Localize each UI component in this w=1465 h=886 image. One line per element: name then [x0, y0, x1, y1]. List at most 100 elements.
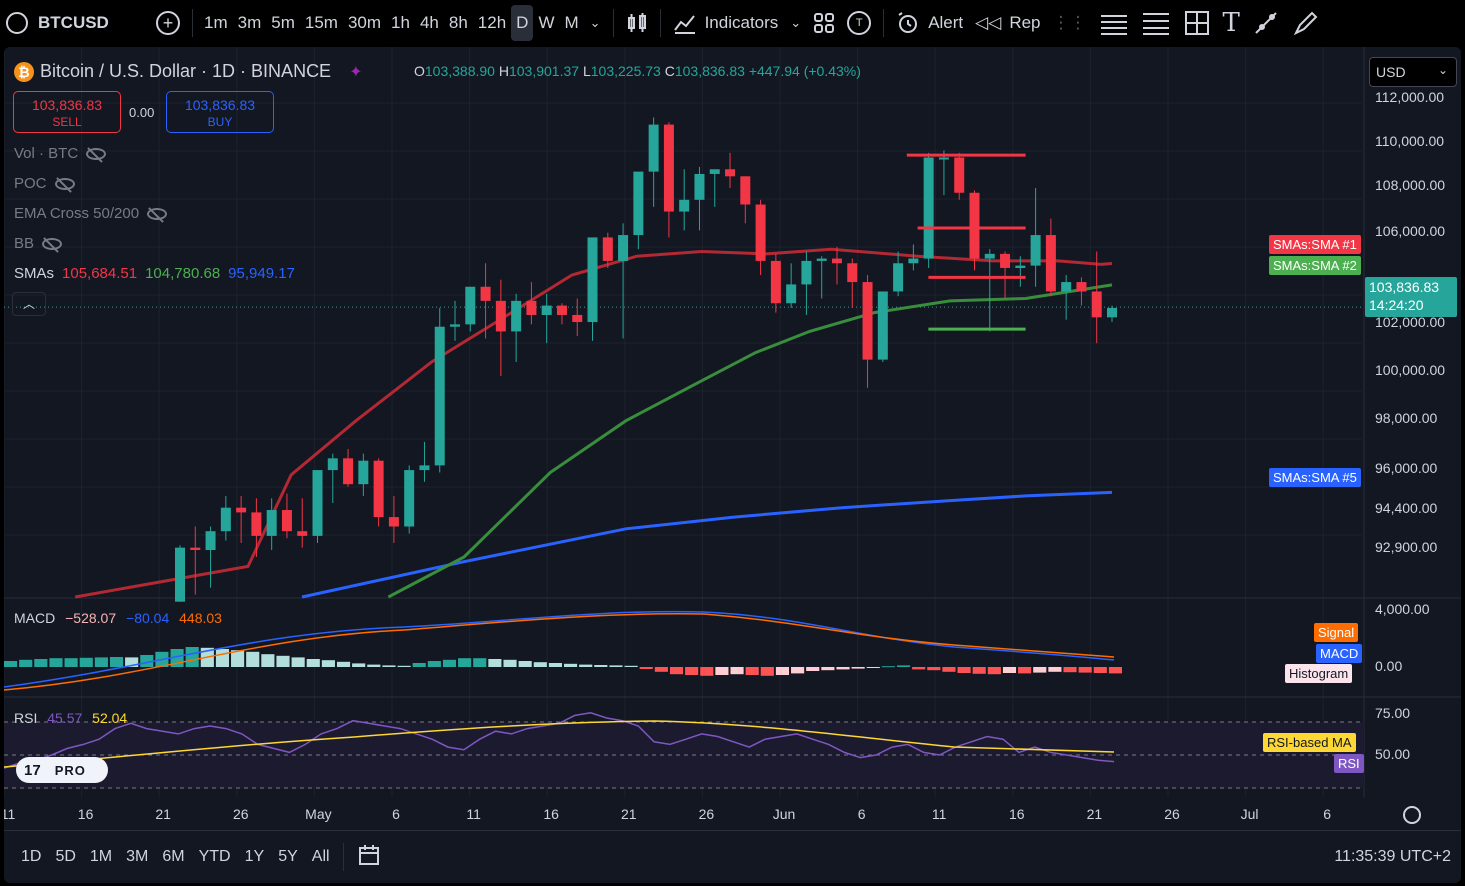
- range-5d[interactable]: 5D: [55, 848, 76, 865]
- candle-body: [541, 305, 552, 315]
- high-label: H: [498, 63, 509, 79]
- symbol-legend[interactable]: ₿ Bitcoin / U.S. Dollar · 1D · BINANCE ✦: [14, 61, 362, 82]
- range-6m[interactable]: 6M: [162, 848, 185, 865]
- eye-off-icon[interactable]: [54, 177, 75, 190]
- range-5y[interactable]: 5Y: [278, 848, 298, 865]
- brush-tool[interactable]: [1286, 5, 1326, 41]
- candle-body: [847, 263, 858, 283]
- candle-body: [312, 470, 323, 536]
- open-label: O: [414, 63, 425, 79]
- range-1d[interactable]: 1D: [21, 848, 42, 865]
- candle-body: [908, 258, 919, 264]
- templates-button[interactable]: T: [841, 5, 877, 41]
- chart-area[interactable]: ₿ Bitcoin / U.S. Dollar · 1D · BINANCE ✦…: [4, 47, 1461, 883]
- interval-dropdown-button[interactable]: ⌄: [584, 5, 607, 41]
- layouts-button[interactable]: [807, 5, 841, 41]
- macd-histogram-bar: [957, 667, 971, 673]
- interval-4h[interactable]: 4h: [419, 13, 439, 32]
- bar-countdown: 14:24:20: [1369, 297, 1424, 313]
- date-range-button[interactable]: [350, 844, 390, 871]
- interval-5m[interactable]: 5m: [271, 13, 295, 32]
- compare-button[interactable]: +: [150, 5, 186, 41]
- last-price-value: 103,836.83: [1369, 279, 1440, 295]
- currency-select[interactable]: USD ⌄: [1369, 57, 1457, 87]
- candle-body: [694, 173, 705, 200]
- price-axis-label: 102,000.00: [1375, 314, 1446, 330]
- collapse-legend-button[interactable]: ︿: [12, 292, 46, 316]
- macd-histogram-bar: [306, 659, 320, 667]
- macd-histogram-bar: [49, 658, 63, 667]
- gear-icon[interactable]: [1403, 806, 1421, 824]
- macd-histogram-bar: [533, 662, 547, 667]
- interval-8h[interactable]: 8h: [448, 13, 468, 32]
- alert-button[interactable]: Alert: [890, 5, 969, 41]
- macd-histogram-bar: [654, 667, 668, 672]
- macd-legend[interactable]: MACD −528.07 −80.04 448.03: [14, 610, 222, 626]
- interval-15m[interactable]: 15m: [304, 13, 338, 32]
- interval-1m[interactable]: 1m: [204, 13, 228, 32]
- macd-signal-value: 448.03: [179, 610, 222, 626]
- measure-tool[interactable]: [1177, 5, 1217, 41]
- interval-d[interactable]: D: [511, 5, 534, 41]
- indicators-dropdown[interactable]: ⌄: [784, 5, 807, 41]
- eye-off-icon[interactable]: [86, 147, 107, 160]
- trendline-icon: [1255, 12, 1277, 34]
- divider: [192, 9, 193, 37]
- interval-30m[interactable]: 30m: [347, 13, 382, 32]
- trendline-tool[interactable]: [1246, 5, 1286, 41]
- candle-body: [679, 199, 690, 212]
- range-all[interactable]: All: [311, 848, 330, 865]
- candle-body: [175, 547, 185, 602]
- indicator-bb[interactable]: BB: [14, 235, 63, 252]
- macd-histogram-bar: [866, 667, 880, 668]
- interval-3m[interactable]: 3m: [237, 13, 262, 32]
- chart-canvas[interactable]: [4, 47, 1461, 830]
- interval-12h[interactable]: 12h: [477, 13, 507, 32]
- chart-type-button[interactable]: [620, 5, 654, 41]
- histogram-tag: Histogram: [1285, 664, 1353, 683]
- drawing-lines-tool[interactable]: [1093, 5, 1135, 41]
- text-tool[interactable]: T: [1217, 5, 1246, 41]
- interval-1h[interactable]: 1h: [391, 13, 410, 32]
- time-axis-label: 6: [857, 806, 866, 822]
- interval-m[interactable]: M: [564, 13, 579, 32]
- macd-histogram-bar: [791, 667, 805, 674]
- macd-histogram-bar: [564, 663, 578, 667]
- tradingview-logo[interactable]: 17 PRO: [16, 757, 108, 783]
- indicator-poc[interactable]: POC: [14, 175, 75, 192]
- macd-histogram-bar: [1033, 667, 1047, 673]
- range-1y[interactable]: 1Y: [244, 848, 265, 865]
- range-ytd[interactable]: YTD: [198, 848, 231, 865]
- eye-off-icon[interactable]: [42, 237, 63, 250]
- indicators-button[interactable]: Indicators: [667, 5, 785, 41]
- chevron-down-icon: ⌄: [1437, 63, 1448, 77]
- eye-off-icon[interactable]: [147, 207, 168, 220]
- sell-button[interactable]: 103,836.83 SELL: [13, 91, 121, 133]
- macd-tag: MACD: [1316, 644, 1363, 663]
- symbol-search-button[interactable]: BTCUSD: [0, 5, 150, 41]
- candle-body: [480, 286, 491, 301]
- flag-icon[interactable]: ✦: [349, 63, 363, 81]
- interval-w[interactable]: W: [538, 13, 555, 32]
- macd-histogram-bar: [669, 667, 684, 675]
- range-1m[interactable]: 1M: [89, 848, 113, 865]
- indicator-ema-cross[interactable]: EMA Cross 50/200: [14, 205, 168, 222]
- fib-tool[interactable]: [1135, 5, 1177, 41]
- indicator-smas[interactable]: SMAs 105,684.51 104,780.68 95,949.17: [14, 265, 295, 282]
- rsi-legend[interactable]: RSI 45.57 52.04: [14, 710, 127, 726]
- macd-histogram-bar: [987, 667, 1001, 675]
- drag-handle[interactable]: ⋮⋮: [1052, 13, 1087, 32]
- indicator-vol[interactable]: Vol · BTC: [14, 145, 107, 162]
- macd-histogram-bar: [231, 650, 245, 667]
- high-value: 103,901.37: [508, 63, 580, 79]
- time-axis-label: 6: [392, 806, 400, 822]
- replay-button[interactable]: ◁◁ Rep: [969, 5, 1046, 41]
- range-3m[interactable]: 3M: [126, 848, 149, 865]
- candle-body: [297, 531, 308, 536]
- buy-button[interactable]: 103,836.83 BUY: [166, 91, 274, 133]
- clock[interactable]: 11:35:39 UTC+2: [1334, 848, 1451, 865]
- spread-value: 0.00: [129, 105, 155, 120]
- macd-histogram-bar: [1078, 667, 1092, 673]
- candle-body: [1000, 253, 1011, 268]
- macd-histogram-bar: [261, 654, 275, 667]
